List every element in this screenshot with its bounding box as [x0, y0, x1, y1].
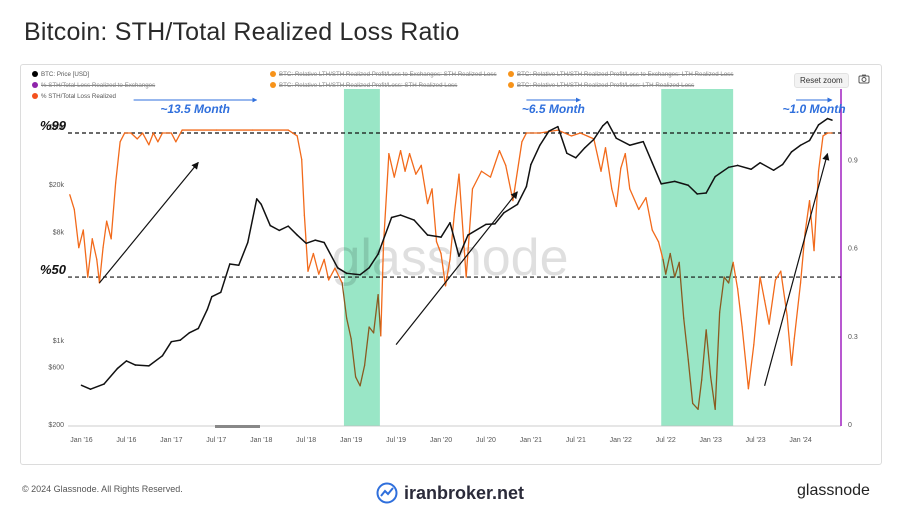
legend-item[interactable]: BTC: Relative LTH/STH Realized Profit/Lo…: [270, 71, 497, 78]
legend-label: BTC: Relative LTH/STH Realized Profit/Lo…: [517, 82, 695, 89]
legend-item[interactable]: BTC: Relative LTH/STH Realized Profit/Lo…: [508, 71, 733, 78]
legend-label: % STH/Total Loss Realized: [41, 93, 116, 100]
legend-label: BTC: Relative LTH/STH Realized Profit/Lo…: [279, 82, 458, 89]
chart-panel: [20, 64, 882, 465]
legend-item[interactable]: % STH/Total Loss Realized to Exchanges: [32, 82, 155, 89]
brand-icon: [376, 482, 398, 504]
legend-label: % STH/Total Loss Realized to Exchanges: [41, 82, 156, 89]
legend-item[interactable]: BTC: Relative LTH/STH Realized Profit/Lo…: [270, 82, 457, 89]
legend-label: BTC: Relative LTH/STH Realized Profit/Lo…: [517, 71, 734, 78]
legend-marker: [32, 93, 38, 99]
legend-marker: [32, 82, 38, 88]
legend-marker: [508, 71, 514, 77]
legend-marker: [270, 82, 276, 88]
legend-item[interactable]: % STH/Total Loss Realized: [32, 93, 116, 100]
glassnode-logo: glassnode: [797, 482, 870, 499]
legend-label: BTC: Price [USD]: [41, 71, 90, 78]
legend-item[interactable]: BTC: Relative LTH/STH Realized Profit/Lo…: [508, 82, 694, 89]
page-title: Bitcoin: STH/Total Realized Loss Ratio: [24, 18, 460, 46]
brand-logo: iranbroker.net: [376, 482, 524, 504]
legend-marker: [32, 71, 38, 77]
legend-marker: [508, 82, 514, 88]
brand-text: iranbroker.net: [404, 482, 525, 503]
camera-icon[interactable]: [858, 73, 870, 85]
legend-label: BTC: Relative LTH/STH Realized Profit/Lo…: [279, 71, 497, 78]
reset-zoom-button[interactable]: Reset zoom: [794, 73, 849, 88]
copyright-text: © 2024 Glassnode. All Rights Reserved.: [22, 484, 183, 494]
legend-item[interactable]: BTC: Price [USD]: [32, 71, 89, 78]
legend-marker: [270, 71, 276, 77]
